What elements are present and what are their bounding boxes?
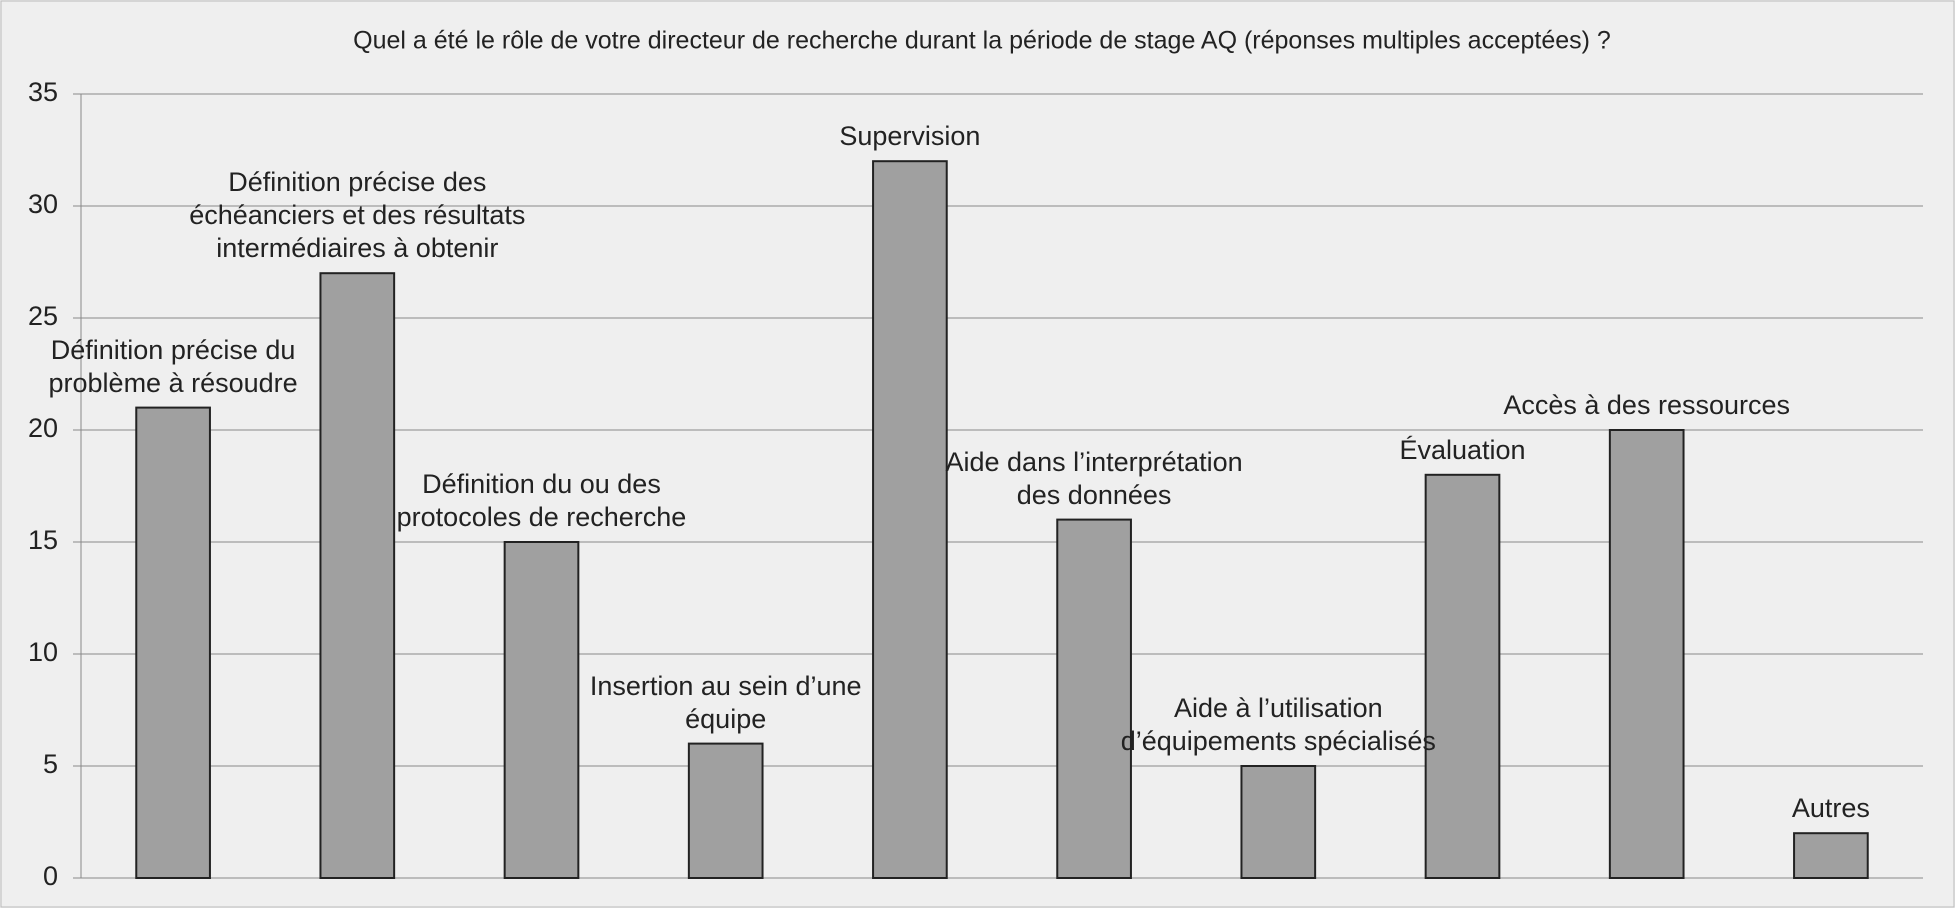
bar: [1424, 473, 1501, 879]
bar: [1793, 832, 1869, 880]
y-tick-label: 0: [43, 861, 58, 891]
y-tick-label: 15: [28, 525, 58, 555]
category-label: Supervision: [839, 121, 981, 152]
bar: [135, 406, 211, 879]
bar: [1240, 765, 1317, 879]
bar: [687, 742, 764, 879]
chart-title: Quel a été le rôle de votre directeur de…: [353, 27, 1611, 55]
y-tick-label: 20: [28, 413, 58, 443]
category-label: Évaluation: [1399, 434, 1526, 465]
category-label: Insertion au sein d’une équipe: [589, 670, 862, 734]
category-label: Définition du ou des protocoles de reche…: [396, 469, 687, 533]
category-label: Aide dans l’interprétation des données: [945, 446, 1243, 510]
y-tick-label: 10: [28, 637, 58, 667]
bar: [1608, 429, 1685, 879]
category-label: Autres: [1791, 793, 1870, 824]
y-tick-label: 25: [28, 301, 58, 331]
category-label: Accès à des ressources: [1503, 390, 1790, 421]
category-label: Définition précise des échéanciers et de…: [189, 167, 526, 264]
y-tick-label: 30: [28, 189, 58, 219]
y-tick-label: 35: [28, 77, 58, 107]
category-label: Aide à l’utilisation d’équipements spéci…: [1120, 693, 1436, 757]
bar: [872, 160, 948, 879]
bar: [503, 541, 580, 879]
bar: [319, 272, 396, 879]
bar: [1056, 518, 1132, 879]
y-tick-label: 5: [43, 749, 58, 779]
category-label: Définition précise du problème à résoudr…: [48, 334, 298, 398]
